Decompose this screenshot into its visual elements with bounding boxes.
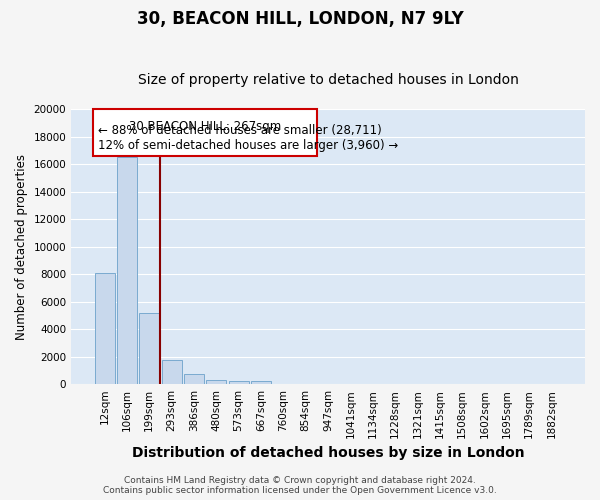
Bar — [251, 380, 271, 384]
Text: 30, BEACON HILL, LONDON, N7 9LY: 30, BEACON HILL, LONDON, N7 9LY — [137, 10, 463, 28]
X-axis label: Distribution of detached houses by size in London: Distribution of detached houses by size … — [132, 446, 524, 460]
Bar — [161, 360, 182, 384]
Bar — [139, 312, 160, 384]
Text: ← 88% of detached houses are smaller (28,711): ← 88% of detached houses are smaller (28… — [98, 124, 382, 136]
Bar — [184, 374, 204, 384]
Bar — [95, 272, 115, 384]
Bar — [229, 380, 249, 384]
Title: Size of property relative to detached houses in London: Size of property relative to detached ho… — [137, 73, 518, 87]
Bar — [117, 157, 137, 384]
Text: 30 BEACON HILL: 267sqm: 30 BEACON HILL: 267sqm — [129, 120, 281, 133]
Text: Contains HM Land Registry data © Crown copyright and database right 2024.
Contai: Contains HM Land Registry data © Crown c… — [103, 476, 497, 495]
Bar — [206, 380, 226, 384]
Text: 12% of semi-detached houses are larger (3,960) →: 12% of semi-detached houses are larger (… — [98, 139, 398, 152]
Bar — [94, 109, 317, 156]
Y-axis label: Number of detached properties: Number of detached properties — [15, 154, 28, 340]
